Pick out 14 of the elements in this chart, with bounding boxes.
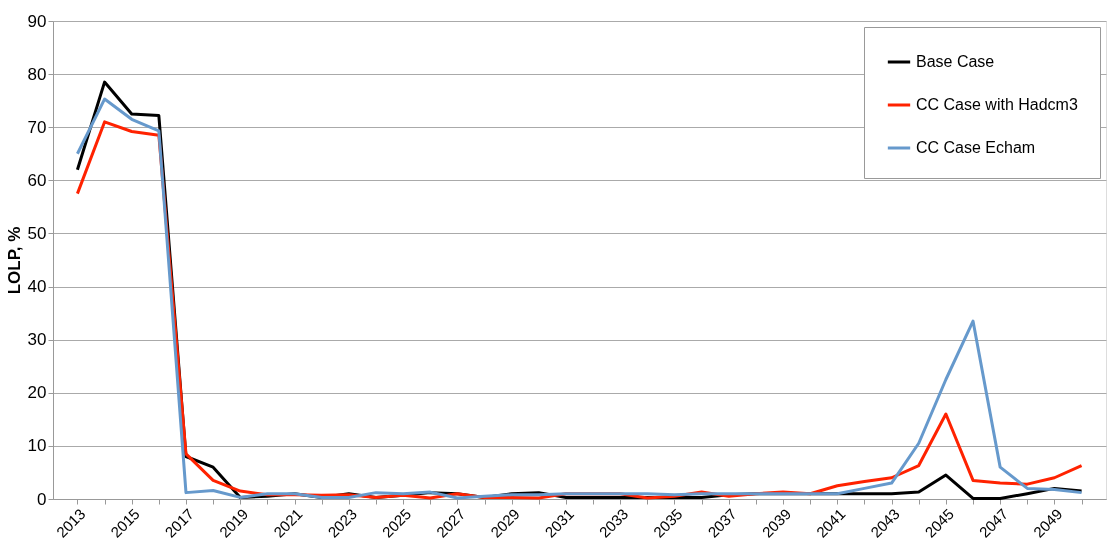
y-tick-label: 90 [27,11,47,31]
y-tick-label: 0 [37,489,47,509]
legend-label: CC Case Echam [916,139,1036,156]
y-tick-label: 10 [27,436,47,456]
y-tick-label: 40 [27,277,47,297]
y-tick-label: 50 [27,223,47,243]
legend-label: Base Case [916,53,995,70]
y-tick-label: 80 [27,64,47,84]
y-tick-label: 60 [27,170,47,190]
y-axis-title: LOLP, % [4,226,24,295]
y-tick-label: 20 [27,383,47,403]
legend-label: CC Case with Hadcm3 [916,96,1078,113]
y-tick-label: 70 [27,117,47,137]
y-tick-label: 30 [27,330,47,350]
